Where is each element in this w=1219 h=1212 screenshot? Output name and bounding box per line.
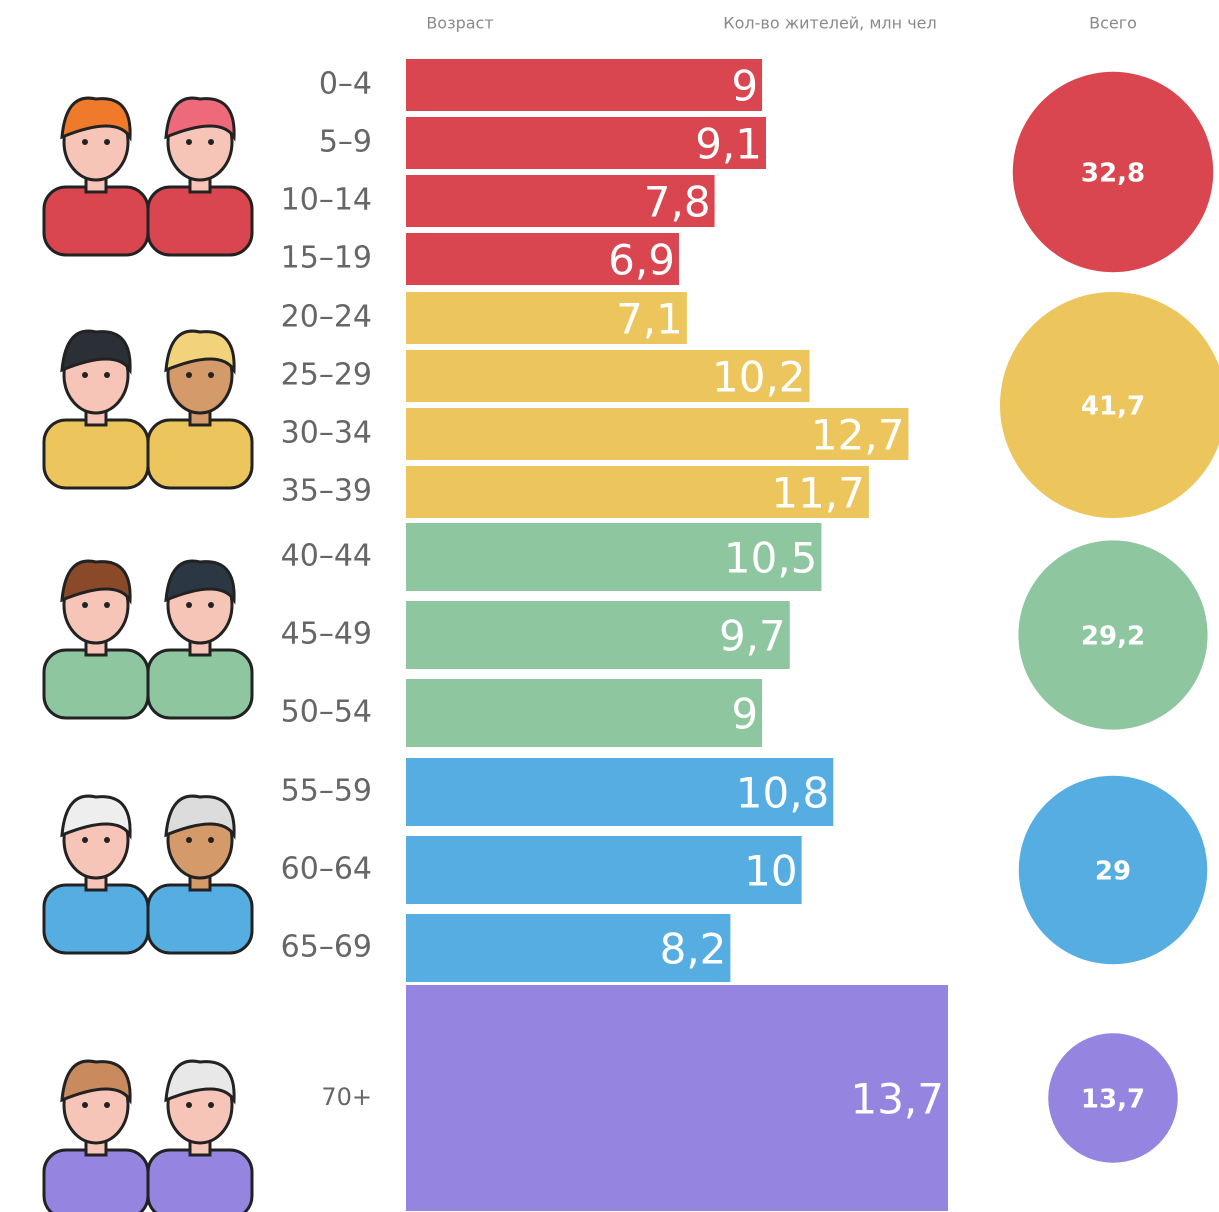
total-label: 29 bbox=[1095, 857, 1131, 887]
people-icon bbox=[44, 331, 252, 488]
people-icon bbox=[44, 796, 252, 953]
person-eye bbox=[82, 837, 88, 843]
category-label: 0–4 bbox=[319, 67, 372, 102]
category-label: 50–54 bbox=[281, 695, 372, 730]
person-body bbox=[44, 885, 148, 953]
person-eye bbox=[208, 1102, 214, 1108]
category-label: 55–59 bbox=[281, 774, 372, 809]
value-label: 12,7 bbox=[811, 411, 905, 460]
person-eye bbox=[186, 372, 192, 378]
people-icon bbox=[44, 98, 252, 255]
person-eye bbox=[186, 139, 192, 145]
person-body bbox=[148, 650, 252, 718]
value-label: 9 bbox=[731, 690, 758, 739]
bar bbox=[406, 679, 762, 747]
person-body bbox=[44, 650, 148, 718]
category-label: 65–69 bbox=[281, 930, 372, 965]
category-label: 15–19 bbox=[281, 241, 372, 276]
total-label: 13,7 bbox=[1081, 1085, 1145, 1115]
person-body bbox=[44, 187, 148, 255]
person-eye bbox=[208, 602, 214, 608]
total-label: 29,2 bbox=[1081, 622, 1145, 652]
person-eye bbox=[104, 602, 110, 608]
category-label: 35–39 bbox=[281, 474, 372, 509]
value-label: 9,7 bbox=[719, 612, 786, 661]
person-body bbox=[148, 187, 252, 255]
category-label: 40–44 bbox=[281, 539, 372, 574]
category-label: 45–49 bbox=[281, 617, 372, 652]
value-label: 9,1 bbox=[695, 120, 762, 169]
value-label: 7,8 bbox=[644, 178, 711, 227]
value-label: 10,2 bbox=[712, 353, 806, 402]
value-label: 7,1 bbox=[616, 295, 683, 344]
people-icon bbox=[44, 1061, 252, 1212]
chart: Возраст Кол-во жителей, млн чел Всего 0–… bbox=[0, 0, 1219, 1212]
category-label: 10–14 bbox=[281, 183, 372, 218]
category-label: 30–34 bbox=[281, 416, 372, 451]
category-label: 5–9 bbox=[319, 125, 372, 160]
person-eye bbox=[186, 1102, 192, 1108]
person-body bbox=[148, 885, 252, 953]
person-eye bbox=[104, 1102, 110, 1108]
category-label: 25–29 bbox=[281, 358, 372, 393]
person-body bbox=[44, 1150, 148, 1212]
value-label: 13,7 bbox=[850, 1075, 944, 1124]
person-eye bbox=[104, 372, 110, 378]
person-body bbox=[148, 420, 252, 488]
person-body bbox=[44, 420, 148, 488]
person-eye bbox=[186, 602, 192, 608]
category-label: 60–64 bbox=[281, 852, 372, 887]
value-label: 10,5 bbox=[724, 534, 818, 583]
value-label: 10,8 bbox=[736, 769, 830, 818]
total-label: 32,8 bbox=[1081, 159, 1145, 189]
category-label: 70+ bbox=[321, 1083, 372, 1111]
person-eye bbox=[82, 139, 88, 145]
value-label: 11,7 bbox=[771, 469, 865, 518]
person-eye bbox=[104, 139, 110, 145]
total-label: 41,7 bbox=[1081, 392, 1145, 422]
bar bbox=[406, 59, 762, 111]
total-header: Всего bbox=[1089, 14, 1137, 33]
bar bbox=[406, 836, 802, 904]
person-eye bbox=[104, 837, 110, 843]
people-icon bbox=[44, 561, 252, 718]
value-label: 10 bbox=[744, 847, 797, 896]
category-label: 20–24 bbox=[281, 300, 372, 335]
person-eye bbox=[208, 372, 214, 378]
value-label: 8,2 bbox=[660, 925, 727, 974]
person-eye bbox=[82, 372, 88, 378]
age-header: Возраст bbox=[426, 14, 493, 33]
person-eye bbox=[82, 602, 88, 608]
person-eye bbox=[82, 1102, 88, 1108]
person-eye bbox=[186, 837, 192, 843]
value-label: 9 bbox=[731, 62, 758, 111]
value-label: 6,9 bbox=[608, 236, 675, 285]
person-eye bbox=[208, 139, 214, 145]
person-body bbox=[148, 1150, 252, 1212]
person-eye bbox=[208, 837, 214, 843]
value-header: Кол-во жителей, млн чел bbox=[723, 14, 936, 33]
